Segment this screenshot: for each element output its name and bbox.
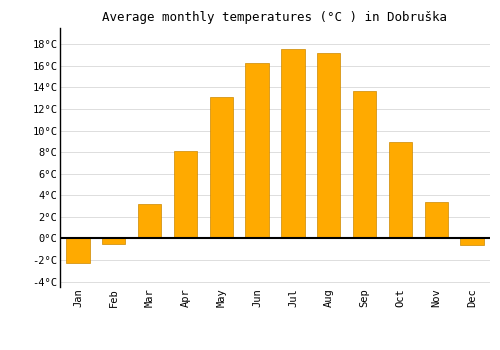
Bar: [282, 49, 304, 238]
Bar: [317, 53, 340, 238]
Bar: [66, 238, 90, 263]
Bar: [246, 63, 268, 238]
Bar: [424, 202, 448, 238]
Bar: [138, 204, 161, 238]
Title: Average monthly temperatures (°C ) in Dobruška: Average monthly temperatures (°C ) in Do…: [102, 11, 448, 24]
Bar: [353, 91, 376, 238]
Bar: [460, 238, 483, 245]
Bar: [389, 142, 412, 238]
Bar: [174, 151, 197, 238]
Bar: [210, 97, 233, 238]
Bar: [102, 238, 126, 244]
